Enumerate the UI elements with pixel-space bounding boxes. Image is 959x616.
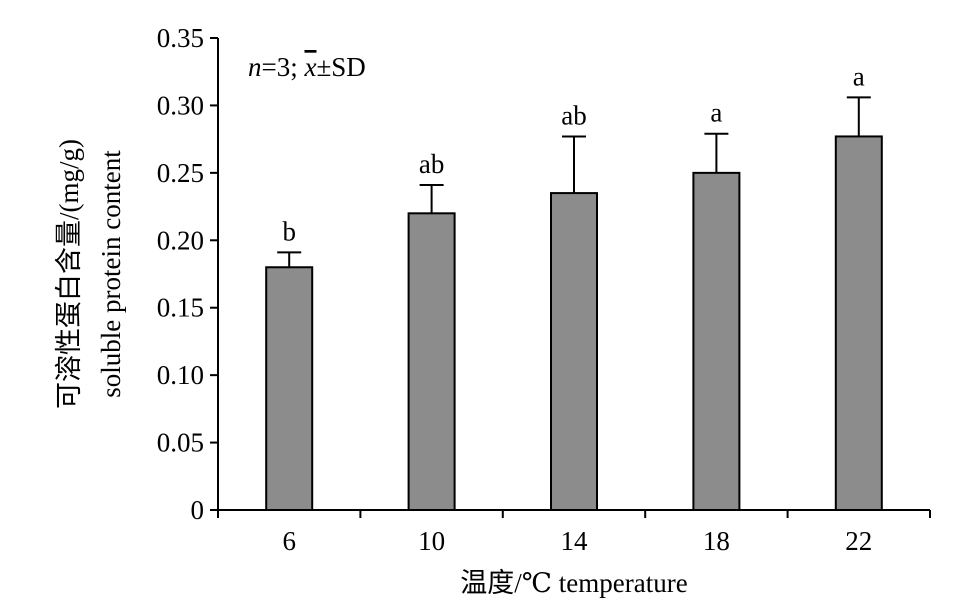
significance-label-18: a (710, 98, 722, 128)
y-tick-label-4: 0.20 (157, 225, 204, 255)
significance-labels-group: b ab ab a a (282, 61, 864, 246)
significance-label-22: a (853, 61, 865, 91)
x-tick-label-14: 14 (561, 526, 589, 556)
error-bars-group (277, 96, 871, 268)
y-tick-label-3: 0.15 (157, 293, 204, 323)
bar-10 (407, 212, 456, 511)
x-tick-label-18: 18 (703, 526, 730, 556)
mean-symbol: x (303, 52, 316, 82)
n-value: =3; (262, 52, 305, 82)
sd-text: ±SD (316, 52, 365, 82)
bar-14 (550, 192, 598, 511)
bar-22 (834, 135, 883, 511)
bar-6 (265, 266, 314, 511)
y-tick-label-2: 0.10 (157, 360, 204, 390)
significance-label-6: b (282, 216, 296, 246)
y-tick-label-5: 0.25 (157, 158, 204, 188)
x-tick-label-22: 22 (845, 526, 872, 556)
significance-label-14: ab (561, 100, 586, 130)
x-axis-label: 温度/℃ temperature (460, 568, 687, 598)
y-axis-label-cn: 可溶性蛋白含量/(mg/g) (54, 139, 84, 409)
x-tick-label-10: 10 (418, 526, 445, 556)
y-tick-label-7: 0.35 (157, 23, 204, 53)
significance-label-10: ab (419, 149, 444, 179)
y-ticks-group: 0 0.05 0.10 0.15 0.20 0.25 0.30 0.35 (157, 23, 218, 525)
y-tick-label-1: 0.05 (157, 428, 204, 458)
n-symbol: n (248, 52, 262, 82)
x-tick-label-6: 6 (282, 526, 296, 556)
bar-18 (692, 171, 741, 511)
x-ticks-group: 6 10 14 18 22 (217, 510, 931, 556)
y-axis-label-en: soluble protein content (96, 150, 126, 398)
y-tick-label-0: 0 (191, 495, 205, 525)
y-tick-label-6: 0.30 (157, 90, 204, 120)
stats-annotation: n=3; x±SD (248, 52, 366, 82)
